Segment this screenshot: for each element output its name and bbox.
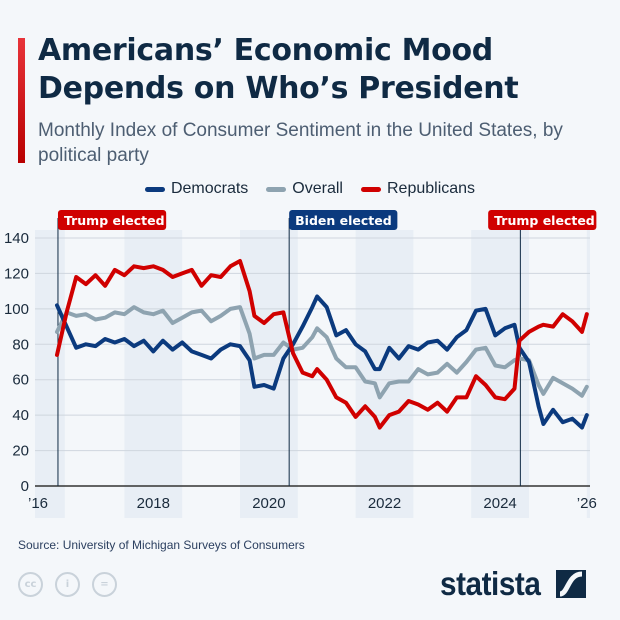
year-band: [355, 230, 414, 518]
legend-item-overall: Overall: [266, 180, 343, 198]
legend-swatch: [360, 186, 381, 192]
x-tick-label: 2024: [483, 495, 516, 512]
x-tick-label: 2022: [368, 495, 401, 512]
statista-logo-icon: [555, 570, 586, 598]
year-band: [240, 230, 298, 518]
y-tick-label: 40: [12, 407, 29, 424]
y-tick-label: 80: [12, 336, 29, 353]
year-band: [35, 230, 65, 518]
title-accent-bar: [18, 38, 25, 163]
y-tick-label: 120: [4, 265, 29, 282]
event-label: Trump elected: [494, 213, 595, 228]
event-label-box: [289, 210, 398, 230]
legend-swatch: [266, 186, 287, 192]
page-title: Americans’ Economic Mood Depends on Who’…: [38, 33, 519, 106]
event-label: Trump elected: [64, 213, 165, 228]
attribution-icon: i: [55, 572, 80, 597]
series-line-republicans: [55, 259, 589, 430]
legend-label: Republicans: [386, 180, 476, 197]
y-tick-label: 60: [12, 372, 29, 389]
y-tick-label: 20: [12, 443, 29, 460]
page-subtitle: Monthly Index of Consumer Sentiment in t…: [38, 120, 563, 166]
series-line-democrats: [55, 294, 589, 430]
x-tick-label: ’26: [577, 495, 597, 512]
x-tick-label: ’16: [28, 495, 48, 512]
brand-name: statista: [440, 565, 541, 602]
line-chart: 0 20 40 60 80 100 120 140 ’16 2018 2020 2022 2024 ’26…: [4, 210, 597, 518]
chart-legend: Democrats Overall Republicans: [0, 180, 620, 198]
y-tick-label: 0: [21, 478, 29, 495]
series-line-overall: [55, 305, 589, 400]
cc-icon: cc: [18, 572, 43, 597]
event-label-box: [57, 210, 167, 230]
statista-logo: statista: [440, 565, 586, 603]
x-tick-label: 2018: [137, 495, 170, 512]
event-label: Biden elected: [295, 213, 392, 228]
year-band: [586, 230, 590, 518]
y-tick-label: 140: [4, 230, 29, 247]
no-derivatives-icon: =: [92, 572, 117, 597]
year-band: [471, 230, 529, 518]
legend-label: Democrats: [170, 180, 249, 197]
y-tick-label: 100: [4, 301, 29, 318]
legend-label: Overall: [292, 180, 343, 197]
legend-item-democrats: Democrats: [144, 180, 249, 198]
x-tick-label: 2020: [252, 495, 285, 512]
legend-swatch: [144, 186, 165, 192]
event-label-box: [488, 210, 597, 230]
source-note: Source: University of Michigan Surveys o…: [18, 538, 305, 552]
legend-item-republicans: Republicans: [360, 180, 476, 198]
